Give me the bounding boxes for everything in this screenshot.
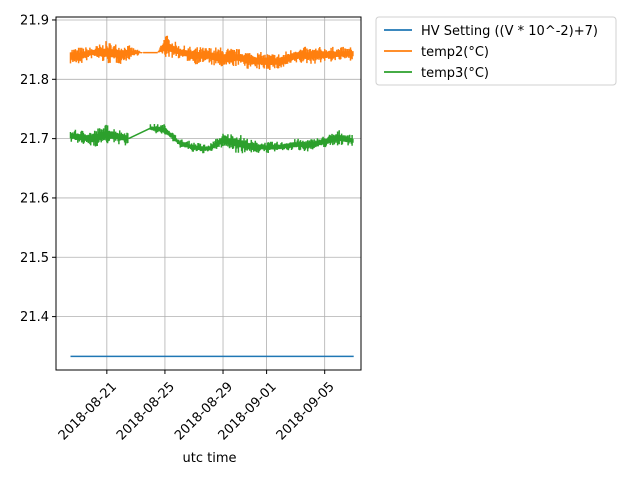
y-tick-label: 21.8 <box>20 73 49 88</box>
y-tick-label: 21.5 <box>20 251 49 266</box>
series-line <box>69 35 354 70</box>
legend-label: temp3(°C) <box>421 66 489 81</box>
legend-box <box>375 16 617 86</box>
x-tick-label: 2018-08-21 <box>56 379 120 443</box>
legend-label: temp2(°C) <box>421 45 489 60</box>
y-axis: 21.4 21.5 21.6 21.7 21.8 21.9 <box>20 13 56 325</box>
legend-label: HV Setting ((V * 10^-2)+7) <box>421 24 598 39</box>
plot-frame <box>55 16 362 371</box>
series-line <box>69 124 354 154</box>
y-tick-label: 21.6 <box>20 191 49 206</box>
y-tick-label: 21.9 <box>20 13 49 28</box>
grid <box>56 17 361 370</box>
x-tick-label: 2018-08-25 <box>114 379 178 443</box>
series-2 <box>69 124 354 154</box>
plot-series <box>69 35 354 358</box>
y-tick-label: 21.7 <box>20 132 49 147</box>
x-axis-label: utc time <box>183 451 237 466</box>
legend: HV Setting ((V * 10^-2)+7) temp2(°C) temp3… <box>375 16 617 86</box>
series-1 <box>69 35 354 70</box>
x-tick-label: 2018-09-05 <box>274 379 338 443</box>
x-axis: 2018-08-212018-08-252018-08-292018-09-01… <box>56 370 338 443</box>
y-tick-label: 21.4 <box>20 310 49 325</box>
